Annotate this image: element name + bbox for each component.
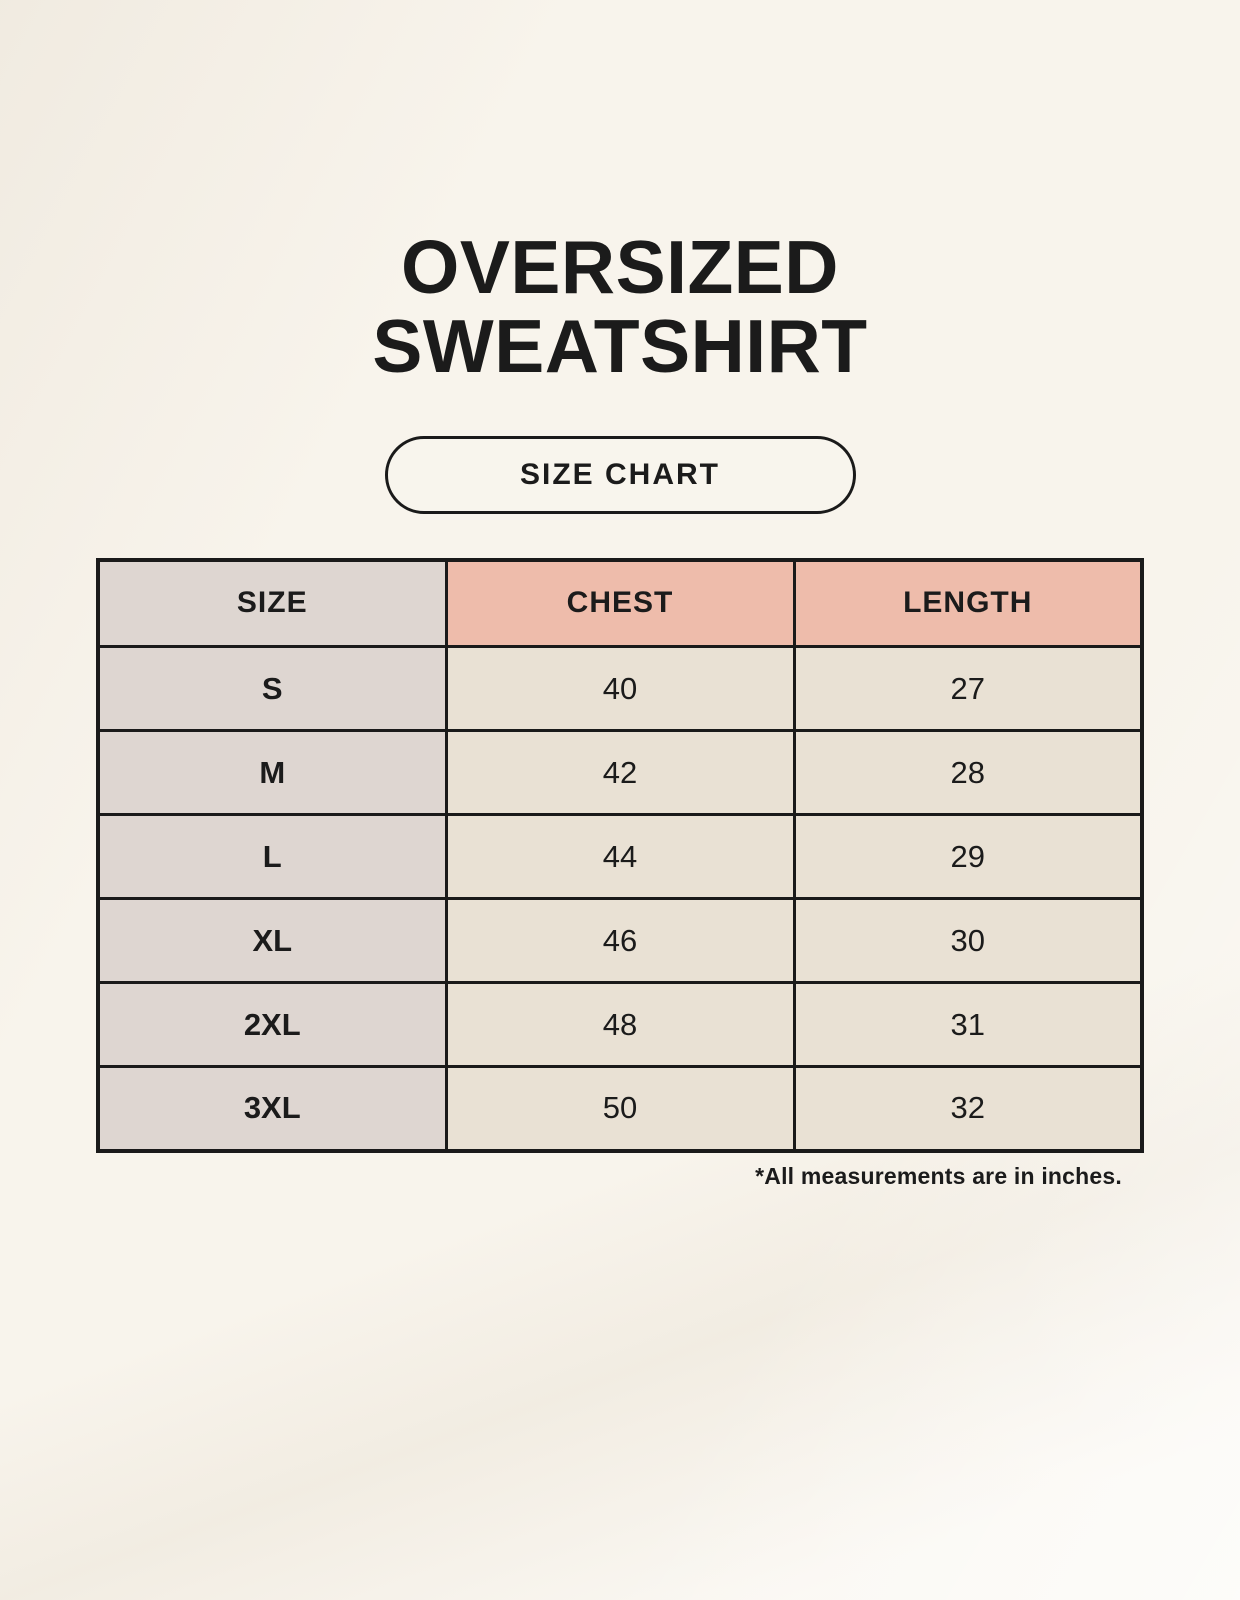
size-cell: L <box>96 813 448 900</box>
table-row-2xl: 2XL 48 31 <box>96 981 1144 1068</box>
chest-cell: 50 <box>444 1065 796 1152</box>
table-row-m: M 42 28 <box>96 729 1144 816</box>
column-header-chest: CHEST <box>444 558 796 648</box>
length-cell: 29 <box>792 813 1144 900</box>
table-row-s: S 40 27 <box>96 645 1144 732</box>
length-cell: 27 <box>792 645 1144 732</box>
chest-cell: 42 <box>444 729 796 816</box>
column-header-size: SIZE <box>96 558 448 648</box>
size-chart-button[interactable]: SIZE CHART <box>384 435 856 514</box>
size-chart-button-label: SIZE CHART <box>520 457 720 491</box>
size-cell: 3XL <box>96 1065 448 1152</box>
chest-cell: 46 <box>444 897 796 984</box>
chest-cell: 48 <box>444 981 796 1068</box>
page-title-line-1: OVERSIZED <box>401 225 839 309</box>
size-chart-table: SIZE CHEST LENGTH S 40 27 M 42 28 L 44 2… <box>96 557 1144 1153</box>
size-chart-page: OVERSIZED SWEATSHIRT SIZE CHART SIZE CHE… <box>96 0 1144 1190</box>
size-cell: XL <box>96 897 448 984</box>
length-cell: 32 <box>792 1065 1144 1152</box>
size-cell: M <box>96 729 448 816</box>
table-header-row: SIZE CHEST LENGTH <box>96 558 1144 648</box>
page-title: OVERSIZED SWEATSHIRT <box>96 228 1144 386</box>
chest-cell: 44 <box>444 813 796 900</box>
page-title-line-2: SWEATSHIRT <box>372 303 868 388</box>
table-row-3xl: 3XL 50 32 <box>96 1065 1144 1152</box>
chest-cell: 40 <box>444 645 796 732</box>
length-cell: 31 <box>792 981 1144 1068</box>
table-row-xl: XL 46 30 <box>96 897 1144 984</box>
size-cell: S <box>96 645 448 732</box>
column-header-length: LENGTH <box>792 558 1144 648</box>
length-cell: 30 <box>792 897 1144 984</box>
measurements-footnote: *All measurements are in inches. <box>755 1162 1122 1189</box>
length-cell: 28 <box>792 729 1144 816</box>
size-cell: 2XL <box>96 981 448 1068</box>
table-row-l: L 44 29 <box>96 813 1144 900</box>
